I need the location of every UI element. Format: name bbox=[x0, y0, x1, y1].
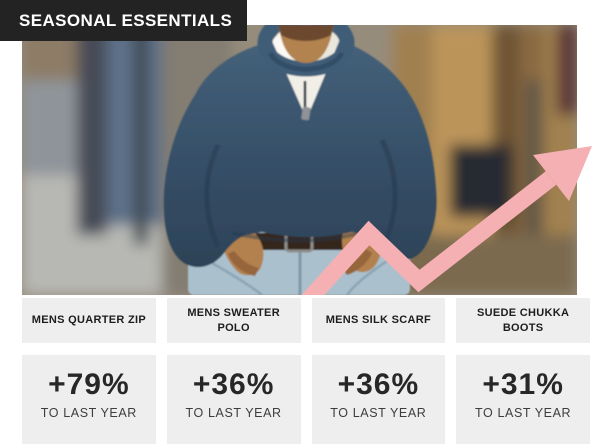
title-banner: SEASONAL ESSENTIALS bbox=[0, 0, 247, 41]
stat-value-box: +36% TO LAST YEAR bbox=[311, 355, 446, 444]
hero-section: SEASONAL ESSENTIALS bbox=[0, 0, 592, 295]
stat-label: SUEDE CHUKKA BOOTS bbox=[477, 307, 570, 334]
stat-caption: TO LAST YEAR bbox=[185, 406, 282, 420]
stat-value-box: +36% TO LAST YEAR bbox=[166, 355, 301, 444]
stat-label-box: SUEDE CHUKKA BOOTS bbox=[456, 298, 590, 343]
street-scene-illustration bbox=[22, 25, 577, 295]
stat-card-sweater-polo: MENS SWEATER POLO +36% TO LAST YEAR bbox=[166, 298, 301, 444]
stat-card-silk-scarf: MENS SILK SCARF +36% TO LAST YEAR bbox=[311, 298, 446, 444]
stats-grid: MENS QUARTER ZIP +79% TO LAST YEAR MENS … bbox=[22, 298, 590, 444]
chin-shadow bbox=[278, 25, 334, 41]
stat-label: MENS SWEATER POLO bbox=[187, 307, 280, 334]
stat-value: +31% bbox=[482, 368, 564, 401]
stat-card-chukka-boots: SUEDE CHUKKA BOOTS +31% TO LAST YEAR bbox=[456, 298, 590, 444]
stat-card-quarter-zip: MENS QUARTER ZIP +79% TO LAST YEAR bbox=[22, 298, 156, 444]
stat-caption: TO LAST YEAR bbox=[475, 406, 572, 420]
stat-value-box: +79% TO LAST YEAR bbox=[22, 355, 156, 444]
stat-value-box: +31% TO LAST YEAR bbox=[456, 355, 590, 444]
stat-value: +36% bbox=[192, 368, 275, 401]
zipper-pull bbox=[301, 106, 311, 121]
stat-label-box: MENS SILK SCARF bbox=[311, 298, 446, 343]
stat-caption: TO LAST YEAR bbox=[40, 406, 137, 420]
stat-label: MENS QUARTER ZIP bbox=[31, 314, 146, 327]
hero-photo bbox=[22, 25, 577, 295]
stat-label-box: MENS QUARTER ZIP bbox=[22, 298, 156, 343]
banner-title: SEASONAL ESSENTIALS bbox=[19, 10, 233, 30]
stat-label-box: MENS SWEATER POLO bbox=[166, 298, 301, 343]
stat-value: +79% bbox=[48, 368, 130, 401]
stat-label: MENS SILK SCARF bbox=[325, 314, 432, 327]
stat-caption: TO LAST YEAR bbox=[330, 406, 427, 420]
stat-value: +36% bbox=[337, 368, 420, 401]
